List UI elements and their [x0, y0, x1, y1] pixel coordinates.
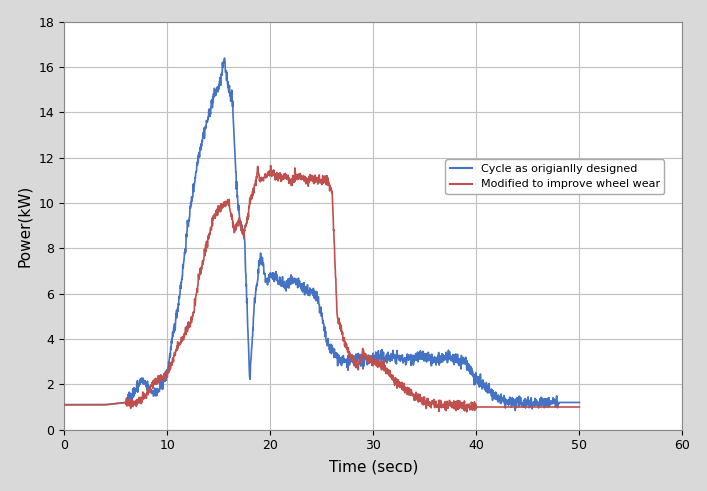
X-axis label: Time (secᴅ): Time (secᴅ) — [329, 460, 418, 474]
Y-axis label: Power(kW): Power(kW) — [17, 185, 32, 267]
Legend: Cycle as origianlly designed, Modified to improve wheel wear: Cycle as origianlly designed, Modified t… — [445, 160, 665, 194]
